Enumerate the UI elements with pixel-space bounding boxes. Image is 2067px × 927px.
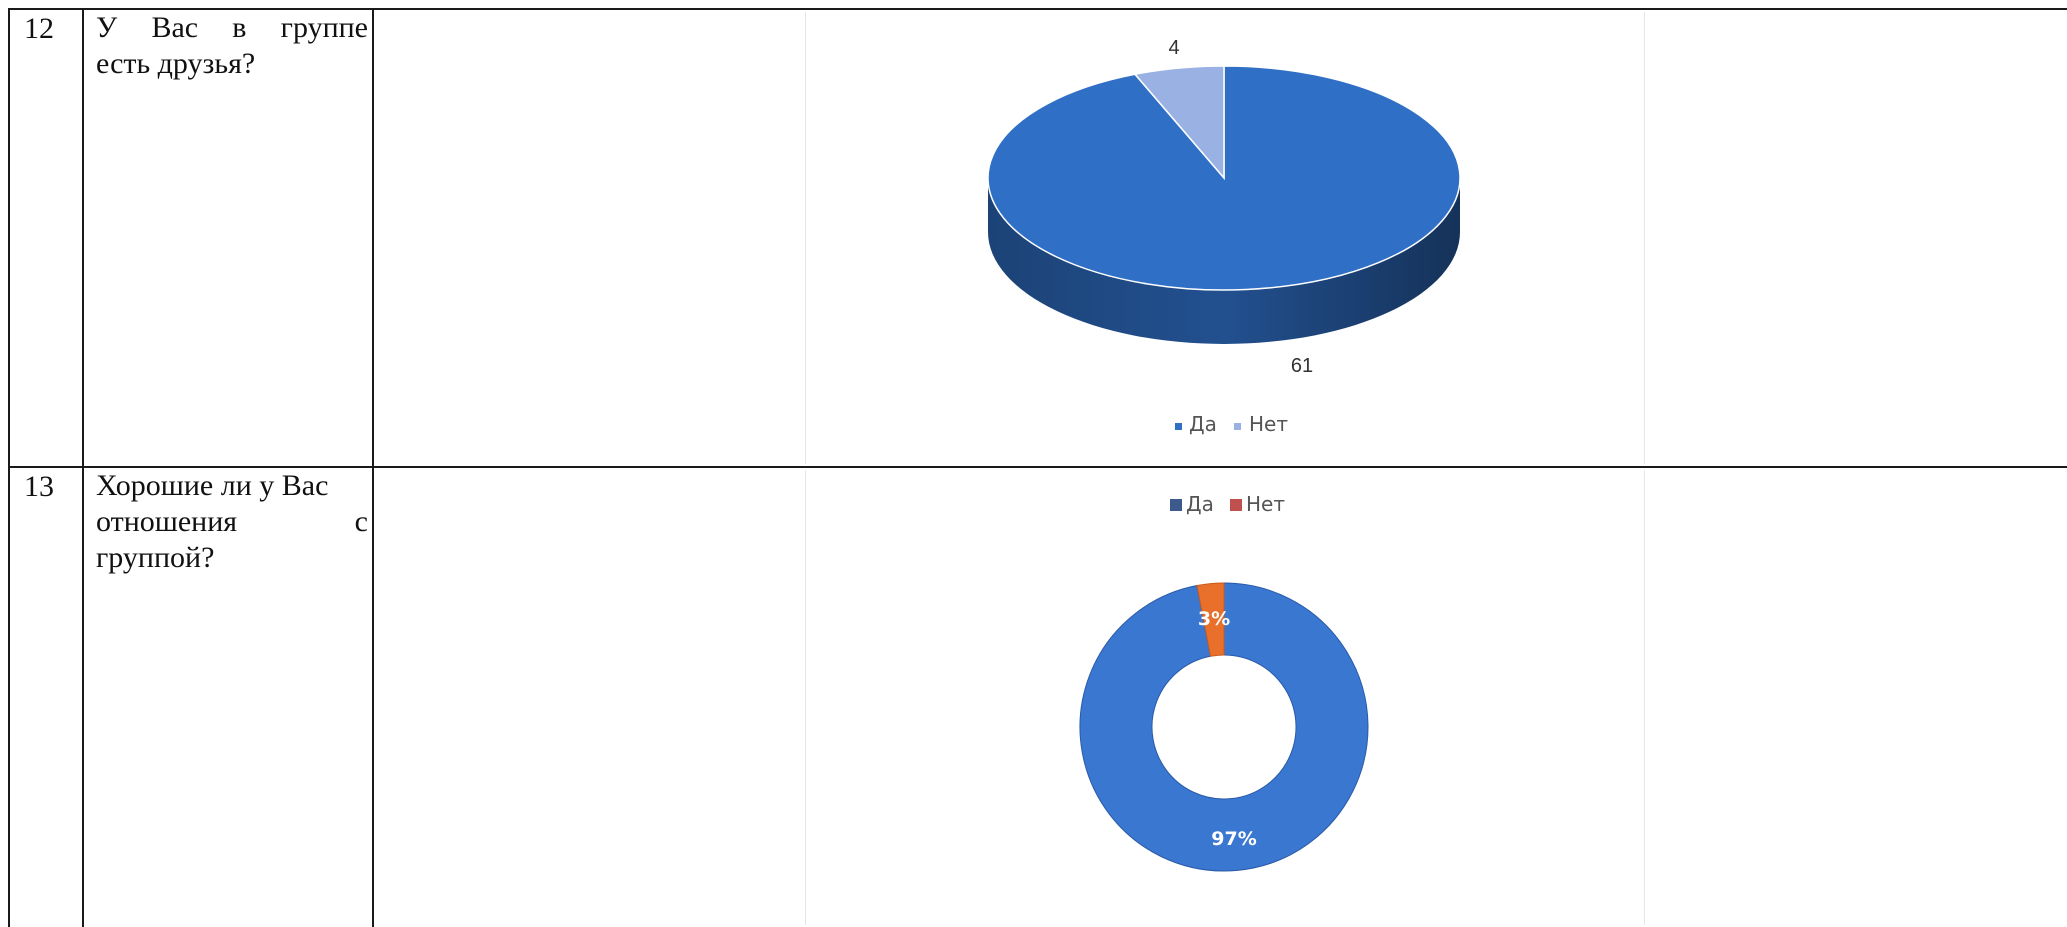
question-text: Хорошие ли у Вас отношения с группой? <box>96 468 368 576</box>
donut-chart-relations: 97% 3% Да Нет <box>805 470 1645 925</box>
pie-side-wall <box>988 178 1460 344</box>
legend-label-yes: Да <box>1189 412 1217 436</box>
data-label-no: 3% <box>1198 608 1230 630</box>
donut-slice-no <box>1196 582 1225 657</box>
legend-label-no: Нет <box>1246 492 1285 516</box>
legend-swatch-yes <box>1170 499 1182 511</box>
donut-chart-svg: 97% 3% Да Нет <box>1079 492 1369 872</box>
question-text: У Вас в группе есть друзья? <box>96 10 368 82</box>
legend-label-yes: Да <box>1186 492 1214 516</box>
question-line: отношения с <box>96 505 368 538</box>
legend-swatch-no <box>1234 423 1241 430</box>
question-line: У Вас в группе <box>96 11 368 44</box>
table-column-divider-2 <box>372 8 374 927</box>
pie-slice-no <box>1133 65 1225 181</box>
table-left-border <box>8 8 10 927</box>
table-column-divider-1 <box>82 8 84 927</box>
donut-slice-yes <box>1079 582 1369 872</box>
data-label-yes: 61 <box>1291 355 1313 377</box>
pie-chart-svg: 61 4 Да Нет <box>987 37 1461 436</box>
legend-swatch-yes <box>1175 423 1182 430</box>
table-top-border <box>8 8 2067 10</box>
data-label-no: 4 <box>1168 37 1179 59</box>
question-line: группой? <box>96 541 215 574</box>
question-line: Хорошие ли у Вас <box>96 469 329 502</box>
question-line: есть друзья? <box>96 47 256 80</box>
data-label-yes: 97% <box>1211 828 1256 850</box>
legend-label-no: Нет <box>1249 412 1288 436</box>
row-number: 12 <box>24 12 54 45</box>
row-number: 13 <box>24 470 54 503</box>
pie-chart-friends: 61 4 Да Нет <box>805 12 1645 464</box>
table-row-divider <box>8 466 2067 468</box>
legend-swatch-no <box>1230 499 1242 511</box>
